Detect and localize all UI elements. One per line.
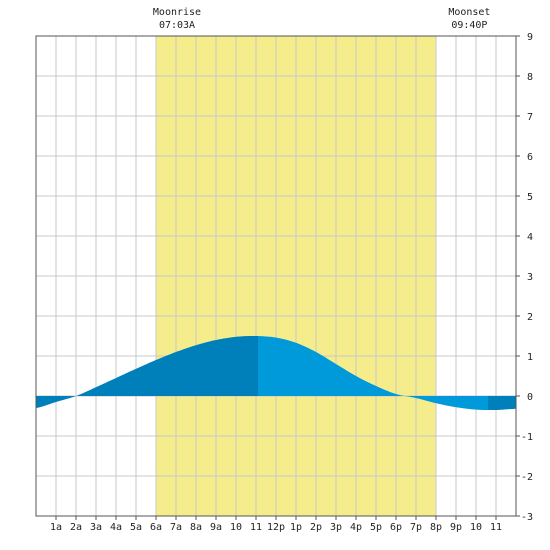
annotations-layer: Moonrise 07:03A Moonset 09:40P	[153, 7, 491, 31]
x-tick-label: 6a	[150, 522, 162, 533]
x-tick-label: 7p	[410, 522, 422, 533]
moonset-label: Moonset	[448, 7, 490, 18]
y-tick-label: 3	[527, 272, 533, 283]
y-tick-label: 8	[527, 72, 533, 83]
x-tick-label: 7a	[170, 522, 182, 533]
tide-area-segment	[488, 396, 516, 411]
x-tick-label: 11	[250, 522, 262, 533]
x-tick-label: 10	[470, 522, 482, 533]
x-tick-label: 5a	[130, 522, 142, 533]
x-tick-label: 6p	[390, 522, 402, 533]
tick-labels-layer: 1a 2a 3a 4a 5a 6a 7a 8a 9a 10 11 12p 1p 2p 3p 4p 5p 6p 7p 8…	[50, 32, 533, 533]
y-tick-label: 6	[527, 152, 533, 163]
x-tick-label: 1p	[290, 522, 302, 533]
moonrise-time: 07:03A	[159, 20, 195, 31]
x-tick-label: 1a	[50, 522, 62, 533]
grid-layer	[36, 36, 516, 516]
x-tick-label: 8a	[190, 522, 202, 533]
x-tick-label: 8p	[430, 522, 442, 533]
y-tick-label: 7	[527, 112, 533, 123]
x-tick-label: 2a	[70, 522, 82, 533]
x-tick-label: 10	[230, 522, 242, 533]
tide-area-segment	[258, 336, 488, 411]
y-tick-label: 2	[527, 312, 533, 323]
x-tick-label: 4p	[350, 522, 362, 533]
tide-area-layer	[36, 335, 516, 411]
y-tick-label: -1	[521, 432, 533, 443]
y-tick-label: 9	[527, 32, 533, 43]
x-tick-label: 2p	[310, 522, 322, 533]
x-tick-label: 3a	[90, 522, 102, 533]
x-tick-label: 9p	[450, 522, 462, 533]
x-tick-label: 11	[490, 522, 502, 533]
y-tick-label: -2	[521, 472, 533, 483]
y-tick-label: 1	[527, 352, 533, 363]
y-tick-label: -3	[521, 512, 533, 523]
y-tick-label: 4	[527, 232, 533, 243]
x-tick-label: 9a	[210, 522, 222, 533]
x-tick-label: 5p	[370, 522, 382, 533]
y-tick-label: 5	[527, 192, 533, 203]
x-tick-label: 3p	[330, 522, 342, 533]
moonset-time: 09:40P	[451, 20, 487, 31]
x-tick-label: 4a	[110, 522, 122, 533]
tide-area-segment	[36, 335, 258, 408]
y-tick-label: 0	[527, 392, 533, 403]
moonrise-label: Moonrise	[153, 7, 201, 18]
x-tick-label: 12p	[267, 522, 285, 533]
axes-layer	[35, 35, 520, 520]
